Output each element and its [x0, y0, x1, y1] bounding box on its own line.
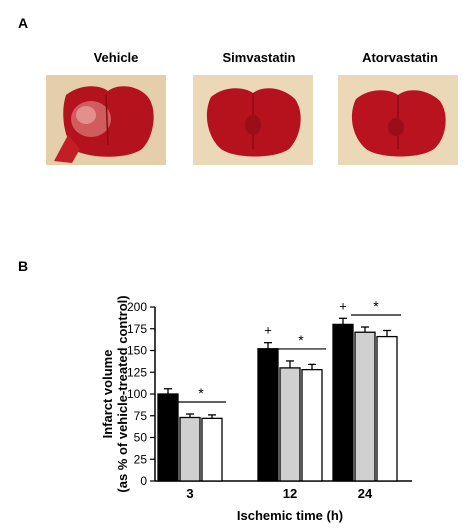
- y-tick-label: 75: [134, 409, 148, 423]
- y-tick-label: 0: [140, 474, 147, 488]
- bar-3-2: [201, 417, 223, 482]
- bar-3-1: [179, 416, 201, 482]
- y-tick-label: 150: [127, 344, 147, 358]
- bar-12-2: [301, 368, 323, 482]
- simvastatin-label: Simvastatin: [222, 50, 296, 65]
- significance-star: *: [373, 298, 379, 314]
- bar-24-2: [376, 335, 398, 482]
- bar-24-0: [332, 323, 354, 482]
- atorvastatin-label: Atorvastatin: [362, 50, 438, 65]
- x-axis-label: Ischemic time (h): [237, 508, 343, 523]
- x-tick-label: 24: [358, 486, 373, 501]
- brain-section-vehicle-image: [46, 75, 166, 165]
- y-tick-label: 200: [127, 300, 147, 314]
- chart-labels: Infarct volume (as % of vehicle-treated …: [100, 295, 343, 523]
- vehicle-label: Vehicle: [93, 50, 139, 65]
- bar-12-0: [257, 348, 279, 482]
- y-axis-label-line1: Infarct volume: [100, 350, 115, 439]
- brain-section-simvastatin-image: [193, 75, 313, 165]
- chart-bars: * 3 + * 12 + * 24: [157, 298, 401, 501]
- y-tick-label: 175: [127, 322, 147, 336]
- y-tick-label: 25: [134, 452, 148, 466]
- y-tick-label: 100: [127, 387, 147, 401]
- bar-24-1: [354, 331, 376, 482]
- x-tick-label: 3: [186, 486, 193, 501]
- significance-star: *: [198, 385, 204, 401]
- y-axis-label-line2: (as % of vehicle-treated control): [115, 295, 130, 492]
- bar-12-1: [279, 367, 301, 482]
- x-tick-label: 12: [283, 486, 297, 501]
- significance-plus: +: [264, 323, 272, 338]
- y-tick-label: 50: [134, 431, 148, 445]
- panel-b-label: B: [18, 258, 29, 274]
- bar-3-0: [157, 393, 179, 482]
- significance-plus: +: [339, 298, 347, 313]
- y-tick-label: 125: [127, 365, 147, 379]
- significance-star: *: [298, 332, 304, 348]
- brain-section-atorvastatin-image: [338, 75, 458, 165]
- panel-a-label: A: [18, 15, 29, 31]
